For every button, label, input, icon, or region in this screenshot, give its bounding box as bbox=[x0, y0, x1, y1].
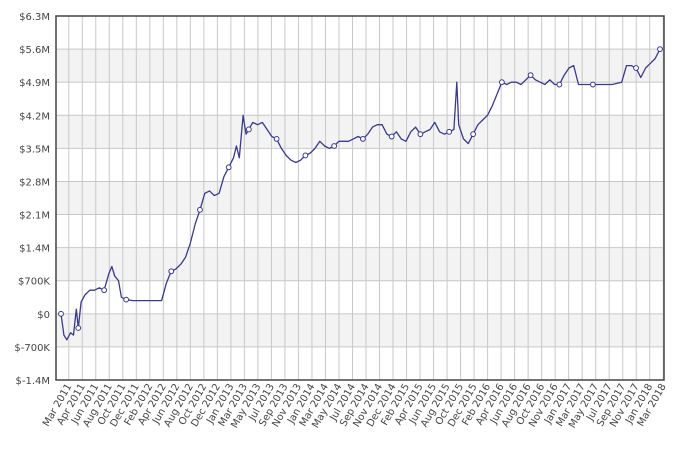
data-point-marker bbox=[123, 296, 130, 303]
y-tick-label: $6.3M bbox=[19, 12, 50, 23]
y-tick-label: $-700K bbox=[14, 343, 50, 354]
data-point-marker bbox=[527, 72, 534, 78]
data-point-marker bbox=[446, 128, 453, 135]
data-point-marker bbox=[273, 136, 280, 142]
data-point-marker bbox=[168, 268, 175, 275]
data-point-marker bbox=[331, 143, 338, 149]
y-tick-label: $700K bbox=[18, 277, 50, 288]
data-point-marker bbox=[75, 325, 82, 331]
grid-band bbox=[56, 313, 664, 347]
grid-band bbox=[56, 247, 664, 281]
grid-band bbox=[56, 49, 664, 83]
data-point-marker bbox=[498, 79, 505, 86]
data-point-marker bbox=[302, 152, 309, 159]
data-point-marker bbox=[245, 126, 252, 133]
data-point-marker bbox=[470, 131, 477, 138]
data-point-marker bbox=[359, 136, 366, 142]
data-point-marker bbox=[101, 287, 108, 294]
data-point-marker bbox=[388, 133, 395, 140]
y-tick-label: $1.4M bbox=[19, 244, 50, 255]
data-point-marker bbox=[417, 131, 424, 138]
y-tick-label: $5.6M bbox=[19, 45, 50, 56]
data-point-marker bbox=[657, 46, 663, 52]
data-point-marker bbox=[58, 310, 64, 317]
y-tick-label: $2.1M bbox=[19, 211, 50, 222]
data-point-marker bbox=[225, 164, 232, 171]
data-point-marker bbox=[197, 206, 203, 213]
series-line bbox=[60, 48, 661, 341]
y-tick-label: $3.5M bbox=[19, 144, 50, 155]
data-point-marker bbox=[633, 65, 639, 71]
y-tick-label: $2.8M bbox=[19, 177, 50, 188]
grid-band bbox=[56, 181, 664, 215]
plot-frame bbox=[55, 15, 665, 381]
data-point-marker bbox=[590, 81, 596, 88]
y-tick-label: $-1.4M bbox=[15, 376, 50, 387]
y-tick-label: $4.2M bbox=[19, 111, 50, 122]
data-point-marker bbox=[556, 81, 563, 88]
y-tick-label: $0 bbox=[37, 310, 50, 321]
y-tick-label: $4.9M bbox=[19, 78, 50, 89]
grid-band bbox=[56, 115, 664, 149]
